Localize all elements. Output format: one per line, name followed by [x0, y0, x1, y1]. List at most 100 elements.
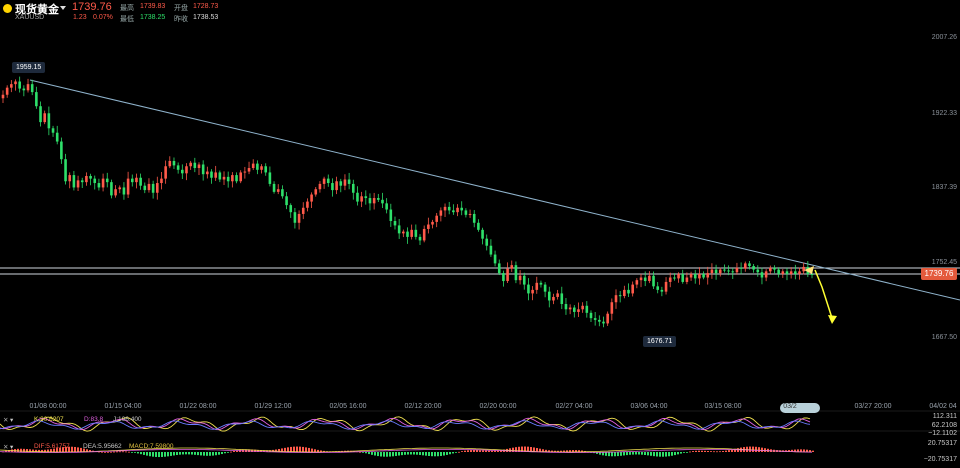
macd-bar	[275, 449, 277, 452]
macd-bar	[413, 452, 415, 455]
macd-bar	[368, 452, 370, 455]
kdj-line	[0, 417, 811, 431]
macd-bar	[431, 452, 433, 457]
price-change-pct: 0.07%	[93, 14, 113, 21]
macd-bar	[389, 452, 391, 457]
candle-body	[481, 229, 484, 239]
macd-line	[0, 447, 812, 453]
candle-body	[5, 87, 9, 95]
macd-bar	[410, 452, 412, 455]
macd-bar	[515, 447, 517, 452]
candle-body	[627, 289, 630, 294]
candle-body	[364, 196, 368, 199]
macd-bar	[422, 452, 424, 456]
macd-bar	[257, 449, 259, 452]
candle-body	[439, 210, 443, 216]
candle-body	[598, 319, 601, 322]
candle-body	[176, 165, 180, 170]
macd-bar	[677, 452, 679, 455]
kdj-settings-icon[interactable]: ▾	[10, 417, 14, 424]
candle-body	[777, 269, 780, 274]
macd-bar	[137, 452, 139, 454]
candle-body	[768, 267, 772, 272]
macd-bar	[671, 452, 673, 456]
candle-body	[64, 159, 67, 182]
kdj-close-icon[interactable]: ✕	[3, 417, 9, 424]
candle-body	[214, 172, 217, 178]
candle-body	[272, 183, 276, 192]
candle-body	[314, 189, 318, 195]
macd-bar	[545, 449, 547, 452]
macd-bar	[317, 449, 319, 452]
candle-body	[802, 266, 805, 272]
macd-bar	[236, 450, 238, 452]
candle-body	[431, 221, 434, 225]
candle-body	[43, 113, 47, 123]
symbol-name[interactable]: 现货黄金	[15, 4, 59, 16]
candle-body	[389, 209, 393, 222]
candle-body	[514, 265, 518, 281]
symbol-dropdown-caret-icon[interactable]	[60, 6, 66, 10]
macd-bar	[464, 450, 466, 452]
macd-bar	[491, 450, 493, 452]
macd-bar	[32, 449, 34, 452]
macd-bar	[797, 449, 799, 452]
candle-body	[810, 273, 814, 275]
kdj-j-value: J:106.400	[113, 416, 142, 423]
macd-bar	[668, 452, 670, 457]
macd-bar	[686, 452, 688, 453]
macd-bar	[20, 448, 22, 452]
macd-bar	[323, 450, 325, 452]
prev-close-value: 1738.53	[193, 14, 219, 21]
macd-bar	[104, 451, 106, 453]
kdj-k-value: K:90.6207	[34, 416, 64, 423]
macd-bar	[719, 451, 721, 453]
candle-body	[422, 228, 426, 241]
candle-body	[673, 277, 676, 279]
candle-body	[402, 231, 405, 234]
current-price-tag: 1739.76	[921, 268, 957, 280]
candle-body	[189, 162, 192, 167]
macd-bar	[803, 449, 805, 452]
macd-bar	[806, 449, 808, 452]
candle-body	[727, 270, 730, 272]
macd-bar	[77, 447, 79, 452]
downtrend-line	[29, 79, 960, 301]
candle-body	[30, 84, 34, 93]
macd-bar	[125, 451, 127, 453]
candle-body	[535, 282, 539, 290]
candle-body	[339, 181, 343, 186]
kdj-d-value: D:83.8	[84, 416, 104, 423]
macd-bar	[635, 452, 637, 455]
macd-bar	[44, 449, 46, 452]
candle-body	[10, 84, 13, 88]
macd-bar	[53, 448, 55, 452]
macd-bar	[614, 452, 616, 457]
candle-body	[89, 175, 92, 179]
macd-bar	[461, 451, 463, 453]
macd-settings-icon[interactable]: ▾	[10, 444, 14, 451]
macd-bar	[692, 451, 694, 452]
candle-body	[731, 271, 735, 273]
macd-bar	[134, 452, 136, 453]
time-axis-label: 01/15 04:00	[104, 403, 142, 410]
candle-body	[472, 213, 476, 223]
macd-bar	[359, 451, 361, 453]
candle-body	[139, 177, 142, 186]
candle-body	[226, 176, 230, 182]
macd-close-icon[interactable]: ✕	[3, 444, 9, 451]
quote-header: 现货黄金 XAUUSD 1739.76 1.23 0.07% 最高 1739.8…	[0, 0, 960, 24]
high-label: 最高	[120, 5, 134, 12]
candle-body	[760, 272, 764, 278]
macd-bar	[188, 452, 190, 455]
macd-bar	[788, 450, 790, 452]
macd-bar	[713, 451, 715, 453]
macd-bar	[725, 450, 727, 452]
symbol-status-dot	[3, 4, 12, 13]
candle-body	[460, 207, 464, 211]
candle-body	[356, 192, 359, 202]
candle-body	[606, 313, 609, 324]
macd-bar	[704, 450, 706, 452]
macd-bar	[761, 447, 763, 452]
